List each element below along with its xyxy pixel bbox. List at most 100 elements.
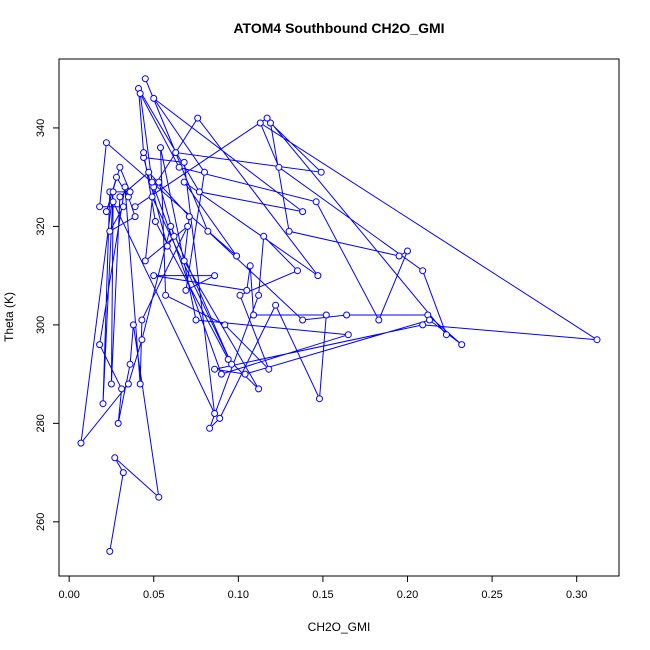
data-point — [395, 252, 403, 260]
data-point — [221, 321, 229, 329]
data-point — [121, 183, 129, 191]
data-point — [106, 547, 114, 555]
data-point — [163, 242, 171, 250]
data-point — [593, 336, 601, 344]
data-point — [211, 272, 219, 280]
data-point — [116, 163, 124, 171]
y-tick-label: 280 — [35, 414, 47, 432]
y-tick-label: 300 — [35, 316, 47, 334]
data-point — [255, 291, 263, 299]
y-axis: 260 280 300 320 340 — [35, 119, 60, 531]
data-point — [119, 203, 127, 211]
data-point — [141, 257, 149, 265]
y-tick-label: 260 — [35, 513, 47, 531]
data-point — [216, 414, 224, 422]
data-point — [136, 380, 144, 388]
x-axis: 0.00 0.05 0.10 0.15 0.20 0.25 0.30 — [58, 575, 587, 601]
data-point — [233, 252, 241, 260]
series-layer — [77, 75, 601, 555]
data-point — [180, 257, 188, 265]
x-tick-label: 0.15 — [312, 589, 333, 601]
data-point — [126, 188, 134, 196]
data-point — [322, 311, 330, 319]
x-tick-label: 0.10 — [228, 589, 249, 601]
data-point — [150, 272, 158, 280]
data-point — [204, 227, 212, 235]
data-point — [170, 232, 178, 240]
data-point — [419, 267, 427, 275]
data-point — [228, 360, 236, 368]
data-point — [167, 222, 175, 230]
data-point — [243, 286, 251, 294]
data-point — [155, 178, 163, 186]
data-point — [250, 311, 258, 319]
data-point — [285, 227, 293, 235]
x-tick-label: 0.30 — [566, 589, 587, 601]
data-point — [317, 168, 325, 176]
data-point — [145, 168, 153, 176]
data-point — [126, 360, 134, 368]
data-point — [148, 178, 156, 186]
data-point — [404, 247, 411, 255]
data-point — [267, 119, 274, 127]
data-point — [118, 385, 126, 393]
data-point — [96, 203, 104, 211]
data-point — [375, 316, 383, 324]
data-point — [131, 213, 139, 221]
data-point — [195, 188, 203, 196]
x-tick-label: 0.05 — [143, 589, 164, 601]
data-point — [182, 286, 190, 294]
data-point — [241, 370, 249, 378]
data-point — [107, 380, 115, 388]
data-point — [236, 291, 244, 299]
data-point — [129, 321, 137, 329]
data-point — [211, 410, 219, 417]
data-point — [109, 188, 117, 196]
data-point — [201, 168, 208, 176]
data-point — [246, 262, 254, 270]
data-point — [119, 469, 127, 477]
data-point — [272, 301, 280, 309]
data-point — [151, 218, 159, 225]
data-point — [111, 454, 119, 462]
data-point — [275, 163, 283, 171]
data-point — [175, 163, 183, 171]
data-point — [217, 370, 225, 378]
data-point — [131, 203, 139, 211]
data-point — [299, 316, 307, 324]
data-point — [155, 493, 163, 501]
data-point — [157, 144, 164, 152]
data-point — [109, 198, 117, 206]
data-point — [294, 267, 301, 275]
x-tick-label: 0.00 — [58, 589, 79, 601]
data-point — [150, 94, 158, 102]
y-tick-label: 320 — [35, 217, 47, 235]
data-point — [426, 316, 433, 324]
data-point — [148, 193, 156, 201]
data-point — [312, 198, 320, 206]
data-point — [138, 336, 146, 344]
data-point — [180, 178, 188, 186]
data-point — [141, 75, 149, 83]
x-tick-label: 0.20 — [397, 589, 418, 601]
data-point — [96, 341, 104, 349]
data-point — [162, 291, 170, 299]
data-point — [106, 227, 114, 235]
data-point — [77, 439, 85, 447]
x-axis-label: CH2O_GMI — [308, 620, 371, 634]
data-point — [138, 316, 146, 324]
data-point — [256, 119, 264, 127]
data-point — [124, 380, 132, 388]
data-point — [180, 158, 188, 166]
data-point — [419, 321, 427, 329]
data-point — [116, 193, 124, 201]
data-point — [263, 114, 271, 122]
data-point — [136, 90, 144, 97]
data-point — [265, 365, 273, 373]
data-point — [114, 419, 122, 427]
data-point — [99, 400, 107, 408]
data-point — [316, 395, 323, 403]
data-point — [211, 365, 219, 373]
data-point — [113, 173, 120, 181]
